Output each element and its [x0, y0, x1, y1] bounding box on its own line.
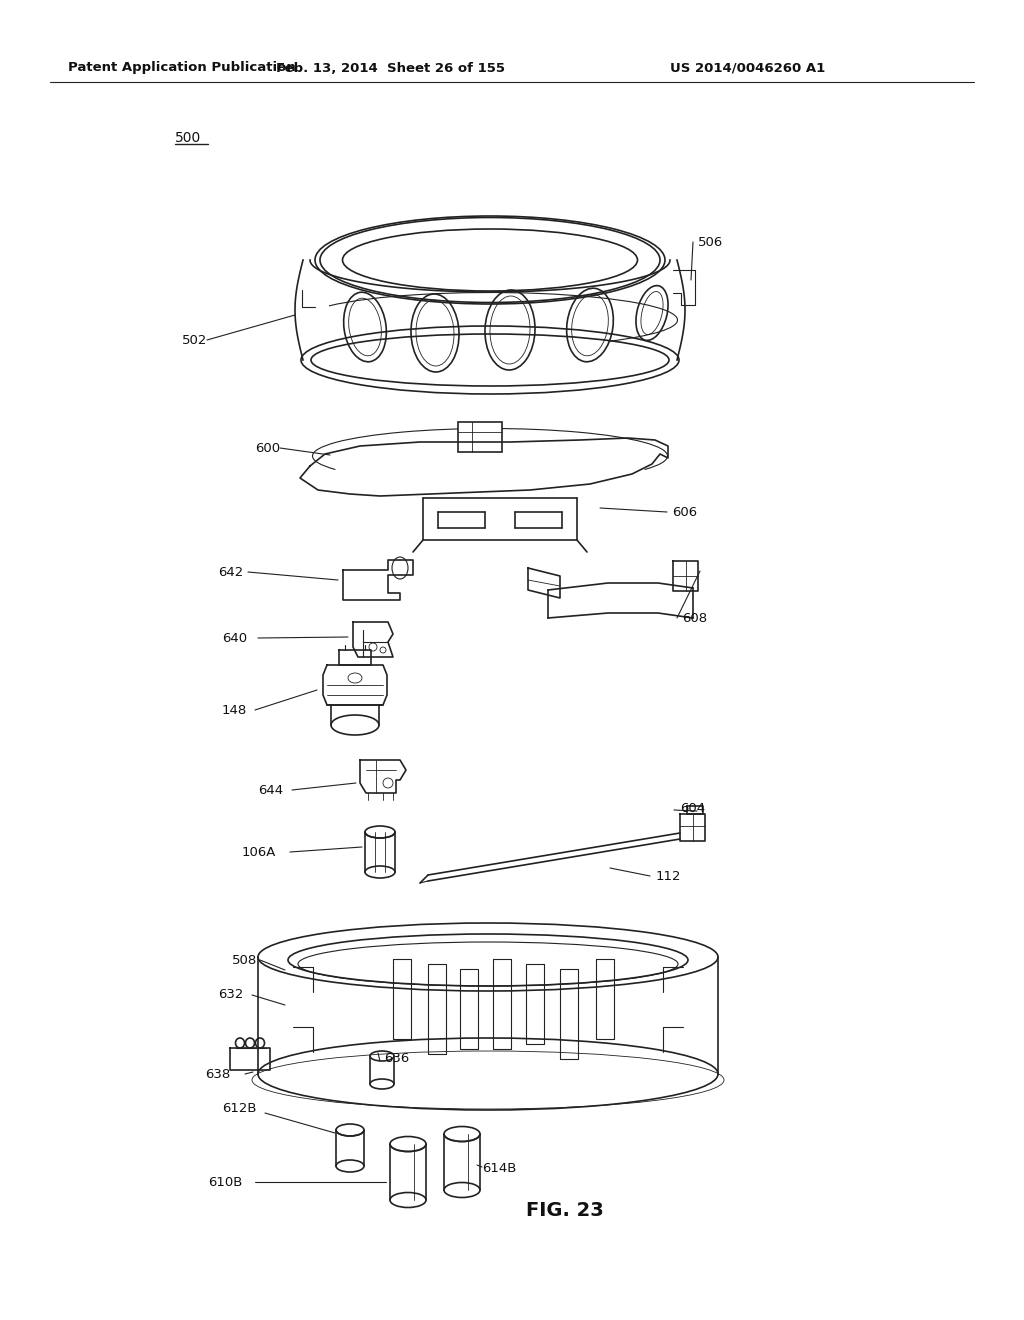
Text: 638: 638: [205, 1068, 230, 1081]
Text: 614B: 614B: [482, 1162, 516, 1175]
Text: 632: 632: [218, 989, 244, 1002]
Text: 606: 606: [672, 506, 697, 519]
Text: FIG. 23: FIG. 23: [526, 1200, 604, 1220]
Text: 508: 508: [232, 953, 257, 966]
Text: Patent Application Publication: Patent Application Publication: [68, 62, 296, 74]
Bar: [458, 422, 502, 451]
Text: 106A: 106A: [242, 846, 276, 858]
Text: 642: 642: [218, 565, 244, 578]
Text: Feb. 13, 2014  Sheet 26 of 155: Feb. 13, 2014 Sheet 26 of 155: [275, 62, 505, 74]
Text: 612B: 612B: [222, 1101, 256, 1114]
Text: 636: 636: [384, 1052, 410, 1064]
Text: 500: 500: [175, 131, 202, 145]
Text: 600: 600: [255, 441, 281, 454]
Text: US 2014/0046260 A1: US 2014/0046260 A1: [670, 62, 825, 74]
Text: 608: 608: [682, 611, 708, 624]
Text: 112: 112: [656, 870, 682, 883]
Text: 640: 640: [222, 631, 247, 644]
Text: 604: 604: [680, 801, 706, 814]
Text: 148: 148: [222, 704, 247, 717]
Text: 502: 502: [182, 334, 208, 346]
Text: 610B: 610B: [208, 1176, 243, 1188]
Text: 644: 644: [258, 784, 283, 796]
Text: 506: 506: [698, 235, 723, 248]
